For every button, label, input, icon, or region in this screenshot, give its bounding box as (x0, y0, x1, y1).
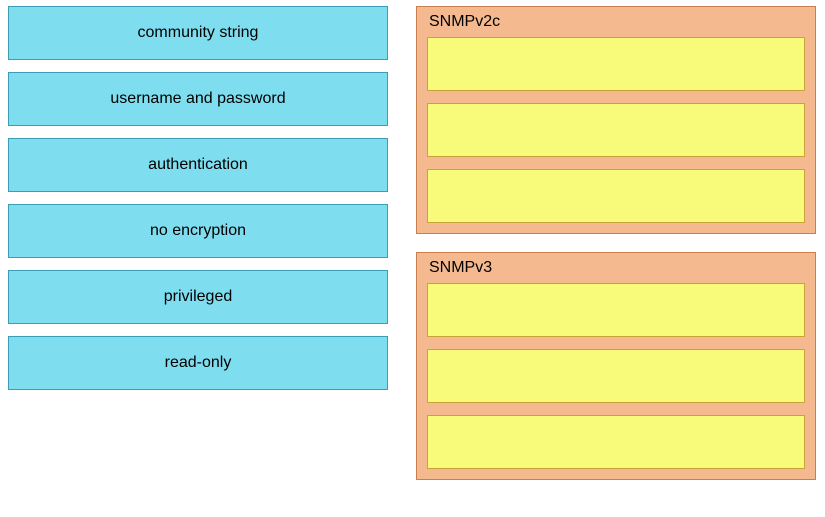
source-item-label: community string (138, 24, 259, 42)
source-item-label: read-only (165, 354, 232, 372)
source-item-label: username and password (110, 90, 285, 108)
slots-container (427, 283, 805, 469)
source-column: community string username and password a… (8, 6, 388, 480)
drop-slot[interactable] (427, 103, 805, 157)
source-item-privileged[interactable]: privileged (8, 270, 388, 324)
target-panel-title: SNMPv2c (427, 13, 805, 31)
source-item-label: privileged (164, 288, 232, 306)
target-panel-title: SNMPv3 (427, 259, 805, 277)
drag-drop-container: community string username and password a… (0, 0, 825, 486)
drop-slot[interactable] (427, 283, 805, 337)
target-column: SNMPv2c SNMPv3 (416, 6, 816, 480)
drop-slot[interactable] (427, 415, 805, 469)
source-item-authentication[interactable]: authentication (8, 138, 388, 192)
source-item-community-string[interactable]: community string (8, 6, 388, 60)
source-item-read-only[interactable]: read-only (8, 336, 388, 390)
target-panel-snmpv2c: SNMPv2c (416, 6, 816, 234)
slots-container (427, 37, 805, 223)
drop-slot[interactable] (427, 349, 805, 403)
source-item-username-password[interactable]: username and password (8, 72, 388, 126)
target-panel-snmpv3: SNMPv3 (416, 252, 816, 480)
drop-slot[interactable] (427, 37, 805, 91)
source-item-label: no encryption (150, 222, 246, 240)
source-item-no-encryption[interactable]: no encryption (8, 204, 388, 258)
drop-slot[interactable] (427, 169, 805, 223)
source-item-label: authentication (148, 156, 248, 174)
